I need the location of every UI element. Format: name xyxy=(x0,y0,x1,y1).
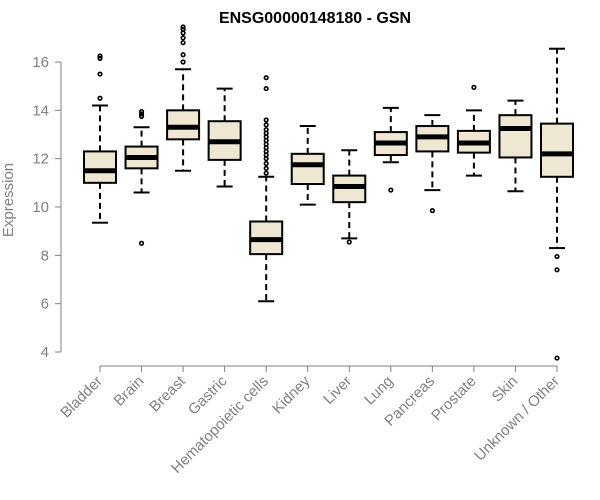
iqr-box xyxy=(83,150,117,184)
boxes xyxy=(83,24,574,361)
iqr-box xyxy=(290,152,325,186)
category-label: Kidney xyxy=(269,372,314,417)
outlier-point xyxy=(97,71,103,77)
category-label: Bladder xyxy=(57,373,106,422)
y-tick-label: 8 xyxy=(41,247,49,264)
box-group xyxy=(249,75,284,303)
outlier-point xyxy=(554,253,560,260)
outlier-point xyxy=(138,108,145,115)
iqr-box xyxy=(498,114,533,159)
category-label: Lung xyxy=(361,373,397,409)
box-group xyxy=(83,53,117,224)
outlier-point xyxy=(180,52,186,58)
outlier-point xyxy=(471,84,477,90)
category-label: Prostate xyxy=(428,373,480,425)
box-group xyxy=(166,24,201,172)
outlier-point xyxy=(97,95,103,101)
category-label: Breast xyxy=(146,372,189,415)
outlier-point xyxy=(429,208,435,214)
box-group xyxy=(332,149,367,245)
y-tick-label: 4 xyxy=(41,344,49,361)
outlier-point xyxy=(180,24,186,30)
outlier-point xyxy=(346,239,352,245)
outlier-point xyxy=(388,187,394,193)
box-group xyxy=(373,106,408,193)
outlier-point xyxy=(263,85,269,92)
category-label: Skin xyxy=(489,373,522,406)
category-label: Brain xyxy=(111,373,148,410)
chart-title: ENSG00000148180 - GSN xyxy=(219,10,411,27)
y-ticks: 4 6 8 10 12 14 16 xyxy=(32,54,61,361)
outlier-point xyxy=(97,53,103,59)
y-tick-label: 10 xyxy=(32,199,49,216)
category-label: Liver xyxy=(320,373,355,408)
outlier-point xyxy=(263,75,269,81)
box-group xyxy=(498,99,533,193)
box-group xyxy=(415,114,450,214)
outlier-point xyxy=(263,127,269,133)
outlier-point xyxy=(554,267,560,273)
box-group xyxy=(124,108,159,246)
y-tick-label: 6 xyxy=(41,296,49,313)
outlier-point xyxy=(263,160,269,167)
outlier-point xyxy=(180,59,186,65)
outlier-point xyxy=(97,55,103,61)
outlier-point xyxy=(138,111,145,117)
box-group xyxy=(540,47,574,361)
outlier-point xyxy=(263,122,269,128)
outlier-point xyxy=(180,35,186,41)
outlier-point xyxy=(263,170,269,176)
iqr-box xyxy=(540,122,574,178)
outlier-point xyxy=(180,40,186,46)
y-tick-label: 12 xyxy=(32,151,49,168)
y-tick-label: 14 xyxy=(32,102,49,119)
box-group xyxy=(207,87,242,188)
outlier-point xyxy=(138,240,145,246)
outlier-point xyxy=(180,26,186,32)
outlier-point xyxy=(138,113,145,119)
outlier-point xyxy=(263,165,269,171)
y-tick-label: 16 xyxy=(32,54,49,71)
box-group xyxy=(456,84,491,177)
y-axis-label: Expression xyxy=(0,163,17,237)
outlier-point xyxy=(554,355,560,361)
box-group xyxy=(290,125,325,206)
outlier-point xyxy=(263,117,269,123)
